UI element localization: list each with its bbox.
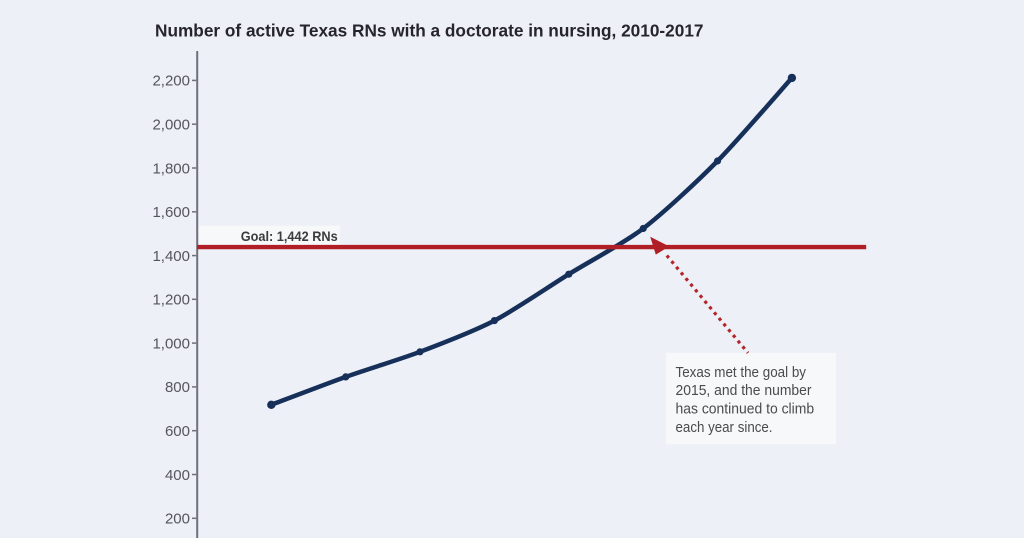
svg-text:each year since.: each year since.: [676, 419, 773, 436]
svg-text:200: 200: [165, 511, 190, 528]
svg-text:has continued to climb: has continued to climb: [676, 401, 815, 418]
svg-text:800: 800: [165, 379, 190, 396]
svg-text:2,200: 2,200: [152, 73, 190, 90]
svg-text:1,400: 1,400: [152, 248, 190, 265]
svg-text:1,200: 1,200: [152, 292, 190, 309]
svg-text:600: 600: [165, 423, 190, 440]
svg-text:2015, and the number: 2015, and the number: [676, 382, 812, 399]
svg-text:Goal: 1,442 RNs: Goal: 1,442 RNs: [241, 228, 338, 244]
svg-text:Texas met the goal by: Texas met the goal by: [676, 364, 807, 381]
svg-text:Number of active Texas RNs wit: Number of active Texas RNs with a doctor…: [155, 20, 704, 40]
svg-text:1,800: 1,800: [152, 160, 190, 177]
svg-text:2,000: 2,000: [152, 117, 190, 134]
svg-text:1,600: 1,600: [152, 204, 190, 221]
svg-text:400: 400: [165, 467, 190, 484]
svg-text:1,000: 1,000: [152, 335, 190, 352]
